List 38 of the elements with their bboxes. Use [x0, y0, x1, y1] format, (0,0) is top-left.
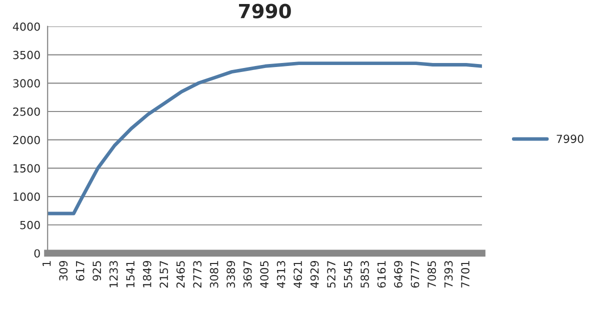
line-series [48, 62, 482, 216]
x-tick-label: 4621 [294, 261, 302, 288]
y-tick-label: 2000 [13, 136, 40, 144]
x-tick-label: 4929 [310, 260, 319, 288]
y-tick-label: 3000 [13, 79, 40, 88]
y-tick-label: 0 [34, 249, 40, 258]
x-tick-label: 3389 [226, 260, 236, 288]
x-tick-label: 5853 [360, 261, 369, 288]
x-tick-label: 7701 [461, 261, 470, 288]
x-tick-label: 2465 [176, 261, 185, 288]
x-tick-label: 5237 [327, 261, 336, 288]
x-tick-label: 1849 [142, 260, 152, 288]
y-tick-label: 1000 [14, 192, 40, 201]
x-tick-label: 3081 [210, 261, 218, 288]
legend-label: 7990 [556, 134, 584, 144]
y-tick-label: 1500 [14, 164, 40, 173]
y-tick-label: 500 [20, 220, 40, 230]
x-tick-label: 6469 [394, 260, 402, 288]
x-tick-label: 4313 [276, 261, 286, 288]
x-tick-label: 309 [59, 260, 68, 281]
chart-title: 7990 [239, 4, 291, 18]
y-tick-label: 4000 [12, 22, 40, 31]
x-tick-label: 5545 [344, 261, 352, 288]
x-tick-label: 2157 [160, 261, 168, 288]
x-tick-label: 925 [92, 261, 102, 281]
y-tick-label: 2500 [13, 107, 40, 116]
x-tick-label: 7393 [444, 261, 453, 288]
x-tick-label: 617 [76, 261, 84, 281]
x-tick-label: 3697 [243, 261, 252, 288]
x-tick-label: 6161 [377, 261, 386, 288]
x-tick-label: 7085 [428, 261, 436, 288]
x-tick-label: 1541 [126, 261, 135, 288]
x-tick-label: 1233 [109, 261, 118, 288]
x-tick-label: 6777 [410, 261, 420, 288]
y-tick-label: 3500 [13, 50, 40, 60]
x-tick-label: 4005 [260, 261, 269, 288]
x-tick-label: 2773 [193, 261, 202, 288]
x-tick-label: 1 [42, 261, 51, 266]
